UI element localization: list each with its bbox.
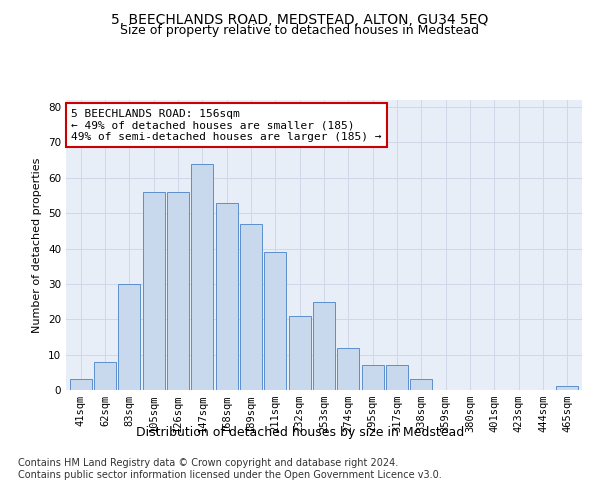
Bar <box>386 365 408 390</box>
Bar <box>94 362 116 390</box>
Bar <box>167 192 189 390</box>
Bar <box>70 380 92 390</box>
Text: 5 BEECHLANDS ROAD: 156sqm
← 49% of detached houses are smaller (185)
49% of semi: 5 BEECHLANDS ROAD: 156sqm ← 49% of detac… <box>71 108 382 142</box>
Bar <box>337 348 359 390</box>
Bar <box>265 252 286 390</box>
Bar <box>191 164 213 390</box>
Bar <box>556 386 578 390</box>
Bar <box>313 302 335 390</box>
Bar <box>362 365 383 390</box>
Bar <box>215 202 238 390</box>
Text: Size of property relative to detached houses in Medstead: Size of property relative to detached ho… <box>121 24 479 37</box>
Bar <box>410 380 433 390</box>
Text: Distribution of detached houses by size in Medstead: Distribution of detached houses by size … <box>136 426 464 439</box>
Bar <box>143 192 164 390</box>
Bar <box>289 316 311 390</box>
Y-axis label: Number of detached properties: Number of detached properties <box>32 158 43 332</box>
Text: Contains HM Land Registry data © Crown copyright and database right 2024.
Contai: Contains HM Land Registry data © Crown c… <box>18 458 442 480</box>
Text: 5, BEECHLANDS ROAD, MEDSTEAD, ALTON, GU34 5EQ: 5, BEECHLANDS ROAD, MEDSTEAD, ALTON, GU3… <box>112 12 488 26</box>
Bar <box>240 224 262 390</box>
Bar <box>118 284 140 390</box>
